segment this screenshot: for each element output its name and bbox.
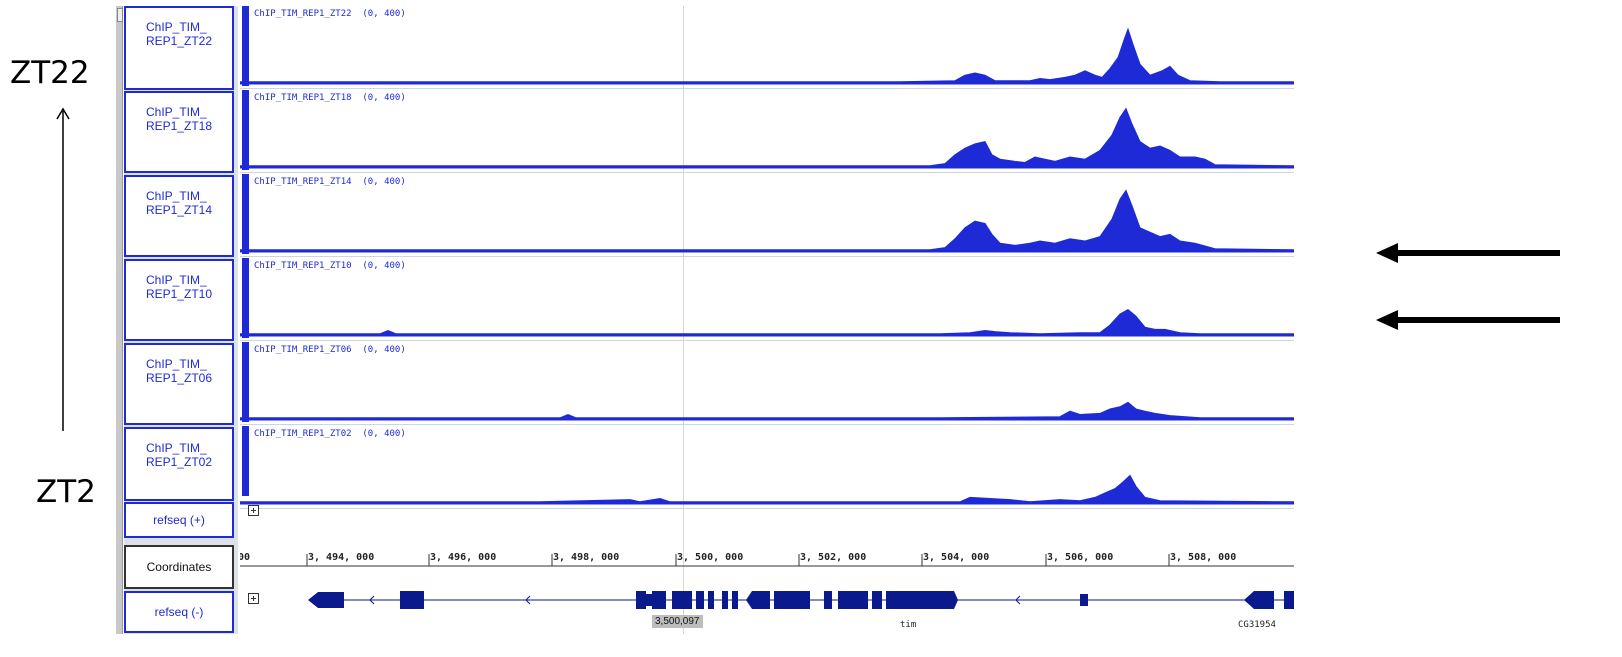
- coordinate-tick: 3, 502, 000: [800, 552, 867, 563]
- zt22-label: ZT22: [10, 55, 90, 91]
- signal-area: [240, 474, 1294, 505]
- track-name-zt22[interactable]: ChIP_TIM_ REP1_ZT22: [124, 6, 234, 90]
- track-name-zt18[interactable]: ChIP_TIM_ REP1_ZT18: [124, 91, 234, 173]
- resize-handle[interactable]: [117, 8, 123, 22]
- expand-refseq-minus-icon[interactable]: [248, 593, 259, 604]
- signal-area: [240, 401, 1294, 421]
- coordinate-tick: 3, 500, 000: [677, 552, 744, 563]
- gene-models[interactable]: [240, 588, 1294, 618]
- track-title: ChIP_TIM_REP1_ZT22 (0, 400): [254, 9, 406, 19]
- track-name-line: ChIP_TIM_: [146, 441, 207, 455]
- frame-edge: [116, 6, 123, 634]
- track-name-refseq-plus[interactable]: refseq (+): [124, 502, 234, 538]
- coordinate-tick: 3, 506, 000: [1047, 552, 1114, 563]
- signal-track-zt10[interactable]: ChIP_TIM_REP1_ZT10 (0, 400): [240, 258, 1294, 341]
- left-arrow-icon: [1376, 243, 1560, 263]
- track-name-refseq-minus[interactable]: refseq (-): [124, 591, 234, 633]
- track-title: ChIP_TIM_REP1_ZT10 (0, 400): [254, 261, 406, 271]
- coverage-profile: [240, 27, 1294, 85]
- track-title: ChIP_TIM_REP1_ZT02 (0, 400): [254, 429, 406, 439]
- track-name-line: ChIP_TIM_: [146, 105, 207, 119]
- cursor-line: [683, 6, 684, 634]
- track-title: ChIP_TIM_REP1_ZT06 (0, 400): [254, 345, 406, 355]
- track-name-zt02[interactable]: ChIP_TIM_ REP1_ZT02: [124, 427, 234, 501]
- expand-refseq-plus-icon[interactable]: [248, 505, 259, 516]
- coverage-profile: [240, 107, 1294, 169]
- coverage-profile: [240, 189, 1294, 253]
- track-name-line: REP1_ZT22: [146, 34, 213, 48]
- track-name-line: ChIP_TIM_: [146, 20, 207, 34]
- coordinate-tick: 3, 494, 000: [308, 552, 375, 563]
- track-scale-bar: [242, 90, 249, 170]
- track-title: ChIP_TIM_REP1_ZT14 (0, 400): [254, 177, 406, 187]
- signal-area: [240, 27, 1294, 85]
- track-name-line: ChIP_TIM_: [146, 357, 207, 371]
- track-scale-bar: [242, 6, 249, 86]
- track-name-line: REP1_ZT10: [146, 287, 213, 301]
- coordinate-tick: 3, 504, 000: [923, 552, 990, 563]
- signal-track-zt06[interactable]: ChIP_TIM_REP1_ZT06 (0, 400): [240, 342, 1294, 425]
- genome-browser: ChIP_TIM_ REP1_ZT22 ChIP_TIM_ REP1_ZT18 …: [116, 6, 1294, 634]
- gene-label-tim: tim: [900, 620, 917, 630]
- track-scale-bar: [242, 258, 249, 338]
- coverage-profile: [240, 308, 1294, 337]
- zt2-label: ZT2: [36, 474, 96, 510]
- track-area[interactable]: ChIP_TIM_REP1_ZT22 (0, 400) ChIP_TIM_REP…: [240, 6, 1294, 634]
- coverage-profile: [240, 401, 1294, 421]
- track-name-line: REP1_ZT14: [146, 203, 213, 217]
- signal-area: [240, 308, 1294, 337]
- track-name-panel: ChIP_TIM_ REP1_ZT22 ChIP_TIM_ REP1_ZT18 …: [124, 6, 238, 634]
- track-name-line: ChIP_TIM_: [146, 273, 207, 287]
- cursor-position-readout: 3,500,097: [652, 615, 703, 628]
- track-name-coordinates[interactable]: Coordinates: [124, 545, 234, 589]
- track-name-zt14[interactable]: ChIP_TIM_ REP1_ZT14: [124, 175, 234, 257]
- track-title: ChIP_TIM_REP1_ZT18 (0, 400): [254, 93, 406, 103]
- time-axis-arrow-icon: [56, 107, 70, 431]
- track-name-line: REP1_ZT06: [146, 371, 213, 385]
- signal-area: [240, 107, 1294, 169]
- track-name-line: REP1_ZT18: [146, 119, 213, 133]
- track-name-line: ChIP_TIM_: [146, 189, 207, 203]
- gene-label-cg31954: CG31954: [1238, 620, 1276, 630]
- signal-area: [240, 189, 1294, 253]
- track-scale-bar: [242, 174, 249, 254]
- signal-track-zt14[interactable]: ChIP_TIM_REP1_ZT14 (0, 400): [240, 174, 1294, 257]
- signal-track-zt22[interactable]: ChIP_TIM_REP1_ZT22 (0, 400): [240, 6, 1294, 89]
- coordinate-tick: 3, 496, 000: [430, 552, 497, 563]
- track-name-line: REP1_ZT02: [146, 455, 213, 469]
- signal-track-zt18[interactable]: ChIP_TIM_REP1_ZT18 (0, 400): [240, 90, 1294, 173]
- signal-track-zt02[interactable]: ChIP_TIM_REP1_ZT02 (0, 400): [240, 426, 1294, 509]
- coordinate-tick: 3, 498, 000: [553, 552, 620, 563]
- coverage-profile: [240, 474, 1294, 505]
- coordinate-ruler: [240, 554, 1294, 567]
- track-scale-bar: [242, 426, 249, 496]
- track-name-zt06[interactable]: ChIP_TIM_ REP1_ZT06: [124, 343, 234, 425]
- track-scale-bar: [242, 342, 249, 422]
- track-name-zt10[interactable]: ChIP_TIM_ REP1_ZT10: [124, 259, 234, 341]
- coordinate-tick-partial: 00: [240, 552, 251, 563]
- left-arrow-icon: [1376, 310, 1560, 330]
- coordinate-tick: 3, 508, 000: [1170, 552, 1237, 563]
